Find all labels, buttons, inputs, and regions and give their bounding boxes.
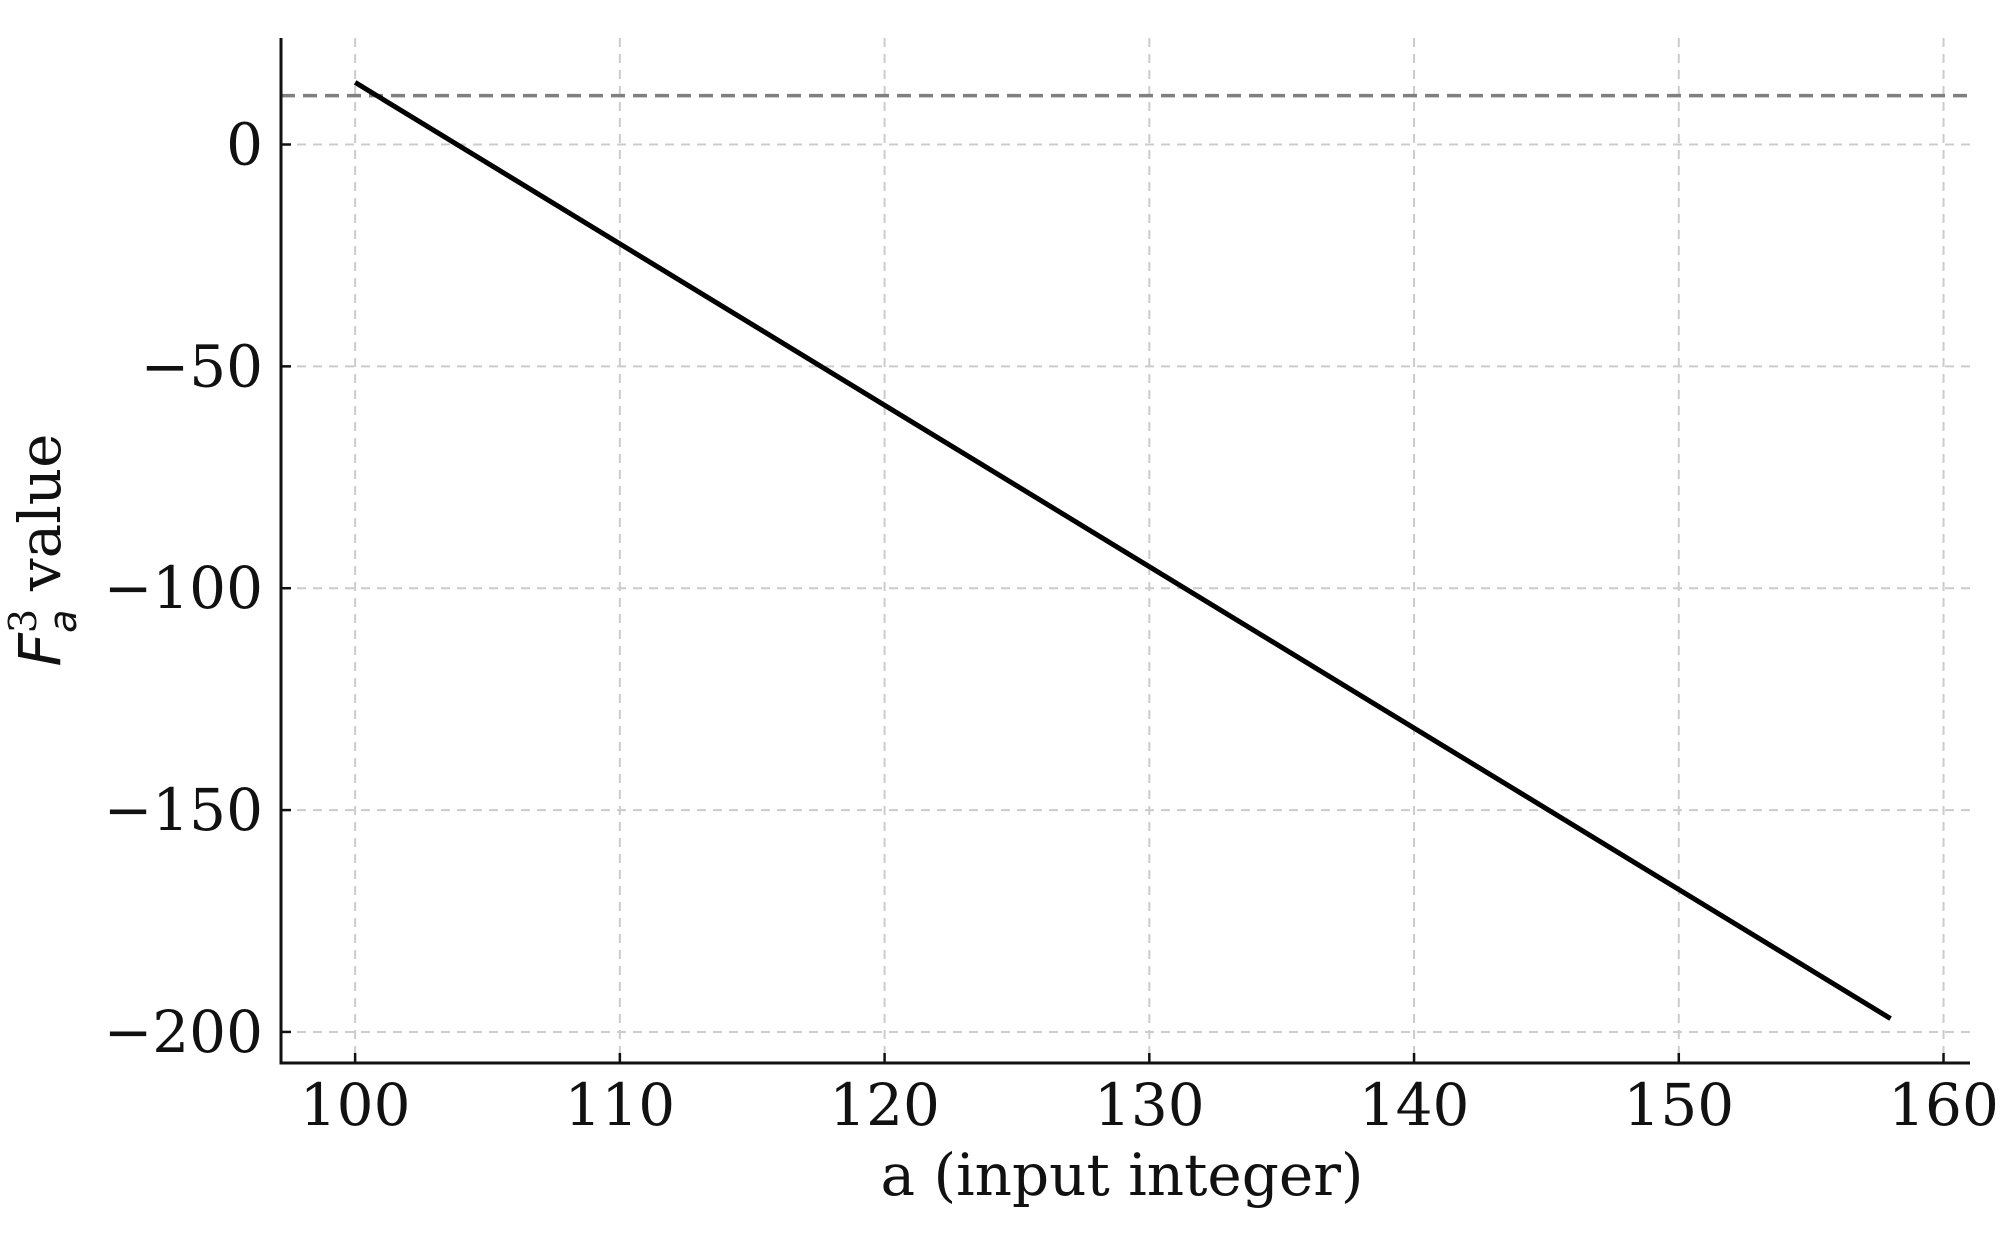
x-tick-label-3: 130 xyxy=(1094,1071,1205,1139)
y-tick-label-3: −150 xyxy=(104,776,263,844)
axes xyxy=(279,38,1970,1065)
x-tick-label-6: 160 xyxy=(1888,1071,1999,1139)
x-tick-label-2: 120 xyxy=(829,1071,940,1139)
x-tick-label-4: 140 xyxy=(1359,1071,1470,1139)
x-tick-label-1: 110 xyxy=(564,1071,675,1139)
x-axis-label: a (input integer) xyxy=(880,1141,1363,1209)
y-axis-label-subscript: a xyxy=(41,610,85,633)
y-tick-label-1: −50 xyxy=(141,332,263,400)
series-line-0 xyxy=(353,80,1892,1021)
y-axis-label-superscript: 3 xyxy=(1,609,45,633)
x-tick-label-0: 100 xyxy=(300,1071,411,1139)
y-tick-label-0: 0 xyxy=(226,110,263,178)
y-axis-label-base: F xyxy=(6,631,74,666)
ticks: 100 110 120 130 140 150 160 0 −50 −100 −150 −200 xyxy=(104,110,1999,1139)
y-tick-label-2: −100 xyxy=(104,554,263,622)
x-tick-label-5: 150 xyxy=(1623,1071,1734,1139)
y-axis-label: F3a value xyxy=(1,434,85,667)
y-tick-label-4: −200 xyxy=(104,998,263,1066)
y-axis-label-suffix: value xyxy=(6,434,74,610)
data-series xyxy=(353,80,1892,1021)
